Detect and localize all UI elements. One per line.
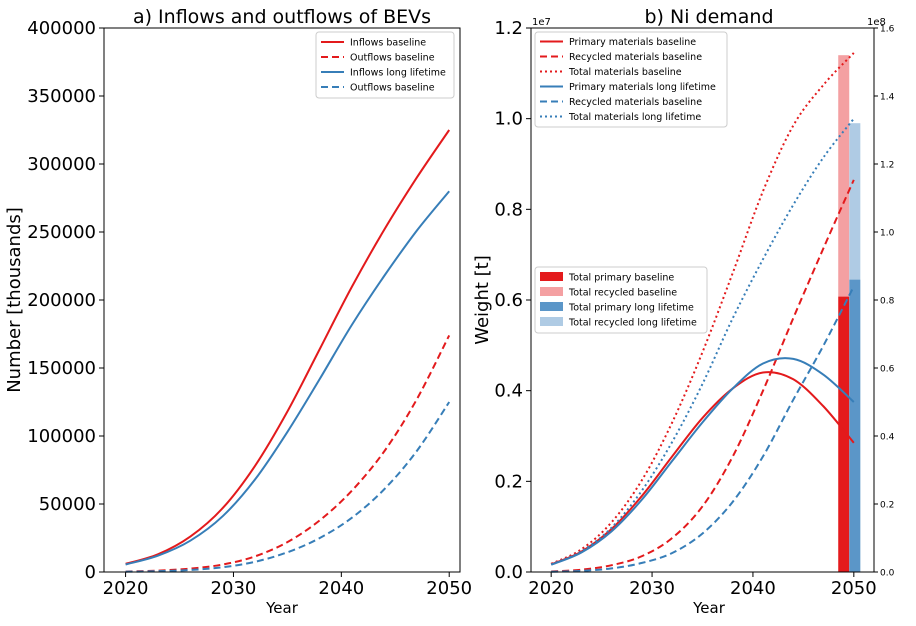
chart-b-series-line — [550, 52, 855, 565]
chart-b-frame — [530, 27, 875, 573]
chart-b-left-multiplier: 1e7 — [532, 17, 551, 28]
chart-b-bar-legend-label: Total primary long lifetime — [568, 303, 694, 314]
chart-b-bar-legend-swatch — [540, 287, 563, 296]
chart-b-line-legend: Primary materials baseline Recycled mater… — [534, 31, 728, 128]
chart-b-bar-legend-swatch — [540, 272, 563, 281]
chart-b-legend-label: Recycled materials baseline — [569, 97, 702, 108]
chart-b-series-line — [550, 357, 855, 566]
chart-b-ytick-right-label: 1.4 — [880, 93, 895, 103]
chart-a-legend-label: Outflows baseline — [350, 83, 435, 94]
chart-b-plot: 0.0 0.2 0.4 0.6 0.8 1.0 1.2 0.0 0.2 0.4 0.6 0.8 1.0 1… — [494, 18, 894, 599]
chart-b-ytick-right-label: 1.6 — [880, 25, 895, 35]
chart-b-ytick-label: 1.0 — [494, 109, 523, 130]
chart-b-ytick-label: 0.0 — [494, 562, 523, 583]
chart-b-legend-label: Primary materials baseline — [569, 37, 696, 48]
chart-a-xtick-label: 2030 — [211, 578, 257, 599]
chart-b-xtick-label: 2020 — [528, 578, 574, 599]
chart-b-bar-legend-label: Total primary baseline — [568, 273, 674, 284]
chart-b-right-multiplier: 1e8 — [867, 17, 886, 28]
chart-a-frame — [103, 27, 461, 573]
chart-a-ytick-label: 350000 — [27, 86, 96, 107]
chart-b-ytick-label: 0.4 — [494, 381, 523, 402]
chart-b-legend-label: Primary materials long lifetime — [569, 82, 716, 93]
chart-a-ytick-label: 50000 — [39, 494, 96, 515]
chart-a-xlabel: Year — [265, 599, 299, 617]
chart-a-ytick-label: 400000 — [27, 18, 96, 39]
chart-b-ytick-label: 0.8 — [494, 199, 523, 220]
chart-a-legend-label: Inflows long lifetime — [350, 68, 446, 79]
chart-b-bar-legend-box — [534, 266, 708, 334]
chart-b-ytick-label: 1.2 — [494, 18, 523, 39]
chart-a-legend: Inflows baseline Outflows baseline Inflows… — [315, 31, 455, 99]
chart-a-legend-label: Outflows baseline — [350, 53, 435, 64]
chart-b-ytick-right-label: 1.0 — [880, 229, 895, 239]
chart-b-bar-legend-swatch — [540, 302, 563, 311]
chart-b-xtick-label: 2050 — [831, 578, 877, 599]
chart-b-series-line — [550, 118, 855, 566]
chart-b-series-line — [550, 371, 855, 566]
chart-a-ytick-label: 0 — [85, 562, 96, 583]
chart-a-ytick-label: 200000 — [27, 290, 96, 311]
chart-b-ytick-right-label: 0.4 — [880, 433, 895, 443]
chart-a-xtick-label: 2050 — [426, 578, 472, 599]
chart-b-ylabel: Weight [t] — [472, 255, 493, 345]
chart-b-xtick-label: 2030 — [629, 578, 675, 599]
chart-b-ytick-right-label: 0.0 — [880, 569, 895, 579]
chart-b-bar-legend-label: Total recycled long lifetime — [568, 318, 697, 329]
chart-b-ytick-label: 0.2 — [494, 471, 523, 492]
chart-b-ytick-right-label: 0.8 — [880, 297, 895, 307]
chart-b-bar-legend: Total primary baseline Total recycled bas… — [534, 266, 708, 334]
chart-a-ylabel: Number [thousands] — [4, 207, 25, 393]
chart-b-bar-primary — [849, 279, 861, 572]
chart-b-legend-label: Total materials baseline — [568, 67, 682, 78]
chart-a-legend-label: Inflows baseline — [350, 38, 426, 49]
chart-a-series-line — [125, 190, 450, 566]
chart-a-xtick-label: 2040 — [318, 578, 364, 599]
chart-a-plot: 0 50000 100000 150000 200000 250000 300000 3500… — [27, 18, 472, 599]
chart-b-ytick-right-label: 0.6 — [880, 365, 895, 375]
chart-b-xtick-label: 2040 — [730, 578, 776, 599]
chart-b-title: b) Ni demand — [644, 6, 773, 28]
chart-b-bar-legend-label: Total recycled baseline — [568, 288, 677, 299]
chart-a-ytick-label: 100000 — [27, 426, 96, 447]
chart-b-legend-label: Total materials long lifetime — [568, 112, 701, 123]
chart-b-xlabel: Year — [692, 599, 726, 617]
chart-b-ytick-right-label: 0.2 — [880, 501, 894, 511]
chart-b-series-line — [551, 285, 855, 573]
chart-a-ytick-label: 150000 — [27, 358, 96, 379]
chart-b-bar-recycled — [838, 55, 850, 297]
chart-a-title: a) Inflows and outflows of BEVs — [133, 6, 431, 28]
chart-b-series-line — [551, 179, 855, 573]
chart-a-series-line — [125, 334, 451, 573]
chart-a-xtick-label: 2020 — [103, 578, 149, 599]
chart-b-bar-primary — [838, 296, 850, 572]
chart-a-ytick-label: 250000 — [27, 222, 96, 243]
chart-b-line-legend-box — [534, 31, 728, 128]
chart-b-bar-recycled — [849, 123, 861, 280]
chart-inflows-outflows: a) Inflows and outflows of BEVs Year Num… — [4, 6, 472, 617]
chart-a-series-line — [125, 401, 451, 573]
chart-a-legend-box — [315, 31, 455, 99]
chart-ni-demand: b) Ni demand Year Weight [t] 1e7 1e8 0.0… — [472, 6, 895, 617]
chart-b-legend-label: Recycled materials baseline — [569, 52, 702, 63]
chart-a-series-line — [125, 129, 451, 565]
chart-b-bar-legend-swatch — [540, 317, 563, 326]
chart-b-ytick-label: 0.6 — [494, 290, 523, 311]
chart-a-ytick-label: 300000 — [27, 154, 96, 175]
chart-b-ytick-right-label: 1.2 — [880, 161, 894, 171]
